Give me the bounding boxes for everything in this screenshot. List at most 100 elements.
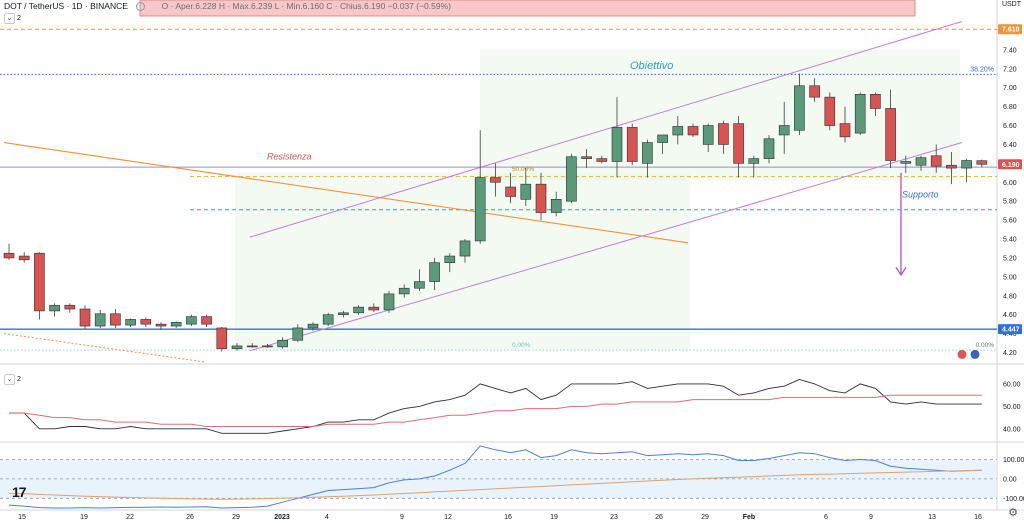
rsi-tick-label: 40.00 [1003, 426, 1021, 433]
rsi-tick-label: 60.00 [1003, 381, 1021, 388]
time-tick-label: 13 [928, 514, 936, 521]
fib-low-label: 0.00% [512, 342, 531, 349]
candle [368, 306, 380, 311]
time-tick-label: 6 [824, 514, 828, 521]
candle [110, 313, 121, 326]
price-tick-label: 6.60 [1003, 123, 1017, 130]
candle [809, 85, 820, 98]
candle [778, 125, 790, 136]
candle [322, 314, 334, 325]
currency-label[interactable]: USDT [1001, 1, 1021, 8]
fib-top-label: 38.20% [970, 66, 994, 73]
cci-tick-label: -100.00 [1003, 496, 1024, 503]
candle [18, 255, 30, 261]
candle [444, 255, 456, 263]
gear-icon[interactable]: ⚙ [1008, 507, 1018, 519]
candle [870, 93, 881, 109]
cci-signal-line [8, 469, 982, 500]
indicator-count: 2 [17, 376, 21, 383]
candle [520, 183, 532, 200]
candle [505, 186, 516, 197]
time-tick-label: 19 [80, 514, 88, 521]
price-tick-label: 5.40 [1003, 237, 1017, 244]
time-tick-label: Feb [743, 514, 755, 521]
time-tick-label: 29 [232, 514, 240, 521]
candle [292, 327, 304, 341]
candle [170, 321, 182, 327]
price-axis-bg [997, 0, 1024, 523]
resistance-label: Resistenza [267, 152, 312, 162]
time-tick-label: 16 [504, 514, 512, 521]
time-tick-label: 15 [18, 514, 26, 521]
candle [642, 142, 653, 164]
candle [246, 345, 258, 348]
price-tick-label: 6.80 [1003, 104, 1017, 111]
candle [702, 125, 714, 145]
candle [94, 313, 106, 327]
candle [733, 123, 744, 164]
channel-upper [249, 20, 963, 238]
candle [353, 306, 364, 314]
pane-toggle[interactable]: ⌄ 2 [4, 13, 21, 24]
chevron-down-icon[interactable]: ⌄ [4, 13, 15, 24]
rsi-tick-label: 50.00 [1003, 404, 1021, 411]
candle [915, 157, 927, 166]
price-tick-label: 4.20 [1003, 350, 1017, 357]
candle [930, 155, 942, 167]
price-label: 7.618 [1002, 27, 1020, 34]
candle [687, 126, 699, 136]
flag-icon [970, 349, 980, 359]
candle [398, 287, 410, 295]
cci-line [8, 445, 982, 509]
cci-tick-label: 0.00 [1003, 476, 1017, 483]
candle [794, 85, 805, 131]
ohlc-values: O · Aper.6.228 H · Max.6.239 L · Min.6.1… [161, 1, 451, 11]
price-tick-label: 5.00 [1003, 274, 1017, 281]
cci-tick-label: 100.00 [1003, 457, 1024, 464]
candle [961, 160, 972, 169]
candle [429, 262, 440, 282]
channel-lower [249, 142, 963, 352]
target-label: Obiettivo [630, 60, 673, 72]
candle [824, 96, 836, 126]
indicator-toggle[interactable]: ⌄ 2 [4, 374, 21, 385]
time-tick-label: 22 [126, 514, 134, 521]
candle [262, 345, 273, 348]
candle [626, 127, 638, 162]
price-label-bg [998, 24, 1022, 35]
support-trendline [3, 333, 206, 363]
price-tick-label: 6.40 [1003, 142, 1017, 149]
time-tick-label: 4 [325, 514, 329, 521]
candle [976, 160, 988, 165]
visibility-icon[interactable] [136, 2, 146, 12]
arrow-head-icon [895, 267, 907, 277]
candle [3, 252, 15, 259]
price-tick-label: 4.60 [1003, 312, 1017, 319]
candle [34, 252, 45, 312]
candle [155, 323, 167, 327]
price-label-bg [998, 324, 1022, 335]
time-tick-label: 9 [400, 514, 404, 521]
symbol-title[interactable]: DOT / TetherUS · 1D · BINANCE [4, 1, 128, 11]
candle [763, 138, 775, 159]
candle [49, 304, 60, 312]
price-tick-label: 5.60 [1003, 218, 1017, 225]
candle [459, 240, 471, 257]
candle [490, 177, 501, 183]
candle [946, 164, 957, 169]
rsi-signal-line [9, 394, 982, 427]
candle [566, 156, 577, 202]
candle [596, 158, 608, 162]
support-label: Supporto [902, 189, 939, 199]
candle [186, 316, 197, 325]
fib-low-right-label: 0.00% [976, 342, 995, 349]
candle [611, 127, 623, 162]
candle [535, 183, 547, 213]
candle [748, 158, 760, 164]
candle [307, 323, 319, 329]
candle [550, 198, 562, 213]
chevron-down-icon[interactable]: ⌄ [4, 374, 15, 385]
candle [338, 312, 349, 316]
candle [231, 345, 243, 350]
